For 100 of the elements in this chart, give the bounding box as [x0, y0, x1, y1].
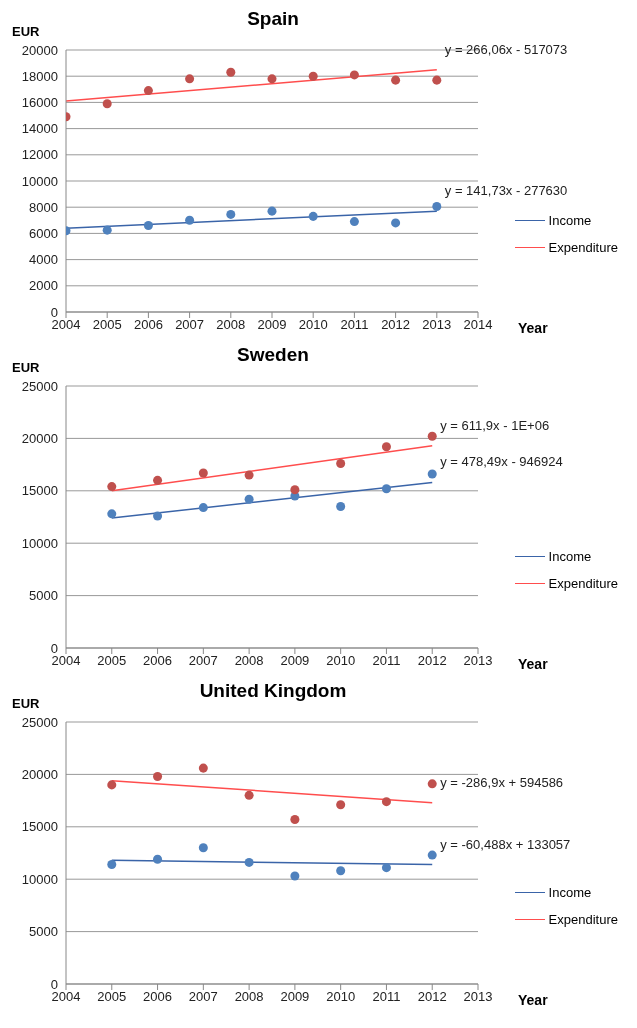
- point: [107, 860, 117, 870]
- point: [226, 67, 236, 77]
- point: [427, 779, 437, 789]
- chart-title: Sweden: [237, 344, 309, 365]
- chart-title: United Kingdom: [199, 680, 347, 701]
- x-tick-label: 2008: [234, 653, 264, 669]
- x-tick-label: 2005: [97, 989, 127, 1005]
- x-tick-label: 2011: [340, 317, 369, 333]
- y-tick-label: 2000: [29, 278, 58, 294]
- point: [267, 74, 277, 84]
- point: [107, 780, 117, 790]
- legend-label: Expenditure: [548, 576, 618, 591]
- x-tick-label: 2013: [463, 653, 493, 669]
- y-tick-label: 15000: [21, 819, 58, 835]
- point: [427, 431, 437, 441]
- y-tick-label: 5000: [29, 924, 58, 940]
- y-tick-label: 0: [50, 640, 58, 656]
- y-axis-title: EUR: [12, 696, 40, 711]
- point: [153, 475, 163, 485]
- point: [336, 800, 346, 810]
- y-tick-label: 12000: [21, 147, 58, 163]
- point: [198, 468, 208, 478]
- point: [143, 86, 153, 96]
- point: [102, 99, 112, 109]
- y-tick-label: 14000: [21, 121, 58, 137]
- point: [198, 843, 208, 853]
- point: [290, 485, 300, 495]
- point: [185, 74, 195, 84]
- x-tick-label: 2006: [143, 653, 173, 669]
- y-tick-label: 6000: [29, 226, 58, 242]
- annotation: y = 478,49x - 946924: [440, 454, 563, 470]
- x-tick-label: 2011: [372, 989, 401, 1005]
- point: [427, 850, 437, 860]
- x-tick-label: 2009: [280, 653, 310, 669]
- x-tick-label: 2009: [280, 989, 310, 1005]
- y-tick-label: 25000: [21, 714, 58, 730]
- point: [290, 871, 300, 881]
- x-tick-label: 2004: [51, 989, 81, 1005]
- x-tick-label: 2013: [422, 317, 452, 333]
- x-tick-label: 2008: [234, 989, 264, 1005]
- point: [391, 218, 401, 228]
- point: [244, 470, 254, 480]
- point: [107, 509, 117, 519]
- x-tick-label: 2006: [133, 317, 163, 333]
- point: [336, 866, 346, 876]
- y-tick-label: 20000: [21, 767, 58, 783]
- y-tick-label: 18000: [21, 68, 58, 84]
- point: [143, 221, 153, 231]
- legend-label: Expenditure: [548, 912, 618, 927]
- y-tick-label: 5000: [29, 588, 58, 604]
- y-axis-title: EUR: [12, 360, 40, 375]
- point: [432, 202, 442, 212]
- y-tick-label: 4000: [29, 252, 58, 268]
- point: [381, 863, 391, 873]
- x-tick-label: 2006: [143, 989, 173, 1005]
- y-tick-label: 16000: [21, 95, 58, 111]
- point: [336, 459, 346, 469]
- point: [336, 502, 346, 512]
- y-tick-label: 10000: [21, 173, 58, 189]
- y-tick-label: 0: [50, 304, 58, 320]
- x-tick-label: 2007: [175, 317, 205, 333]
- y-tick-label: 8000: [29, 199, 58, 215]
- y-tick-label: 20000: [21, 431, 58, 447]
- legend-label: Expenditure: [548, 240, 618, 255]
- y-tick-label: 15000: [21, 483, 58, 499]
- x-tick-label: 2008: [216, 317, 246, 333]
- point: [198, 503, 208, 513]
- x-tick-label: 2010: [298, 317, 328, 333]
- x-tick-label: 2012: [417, 653, 447, 669]
- x-tick-label: 2012: [381, 317, 411, 333]
- point: [432, 75, 442, 85]
- point: [267, 206, 277, 216]
- point: [244, 790, 254, 800]
- x-tick-label: 2007: [188, 653, 218, 669]
- x-tick-label: 2010: [326, 989, 356, 1005]
- x-tick-label: 2012: [417, 989, 447, 1005]
- point: [349, 217, 359, 227]
- x-axis-title: Year: [518, 656, 548, 672]
- x-tick-label: 2007: [188, 989, 218, 1005]
- annotation: y = 611,9x - 1E+06: [440, 417, 550, 433]
- point: [381, 797, 391, 807]
- y-axis-title: EUR: [12, 24, 40, 39]
- point: [308, 211, 318, 221]
- point: [244, 857, 254, 867]
- point: [427, 469, 437, 479]
- point: [244, 494, 254, 504]
- x-tick-label: 2010: [326, 653, 356, 669]
- x-tick-label: 2009: [257, 317, 287, 333]
- legend-label: Income: [548, 549, 592, 564]
- legend-label: Income: [548, 213, 592, 228]
- x-axis-title: Year: [518, 320, 548, 336]
- point: [349, 70, 359, 80]
- point: [290, 814, 300, 824]
- x-tick-label: 2014: [463, 317, 493, 333]
- annotation: y = 266,06x - 517073: [444, 41, 568, 57]
- point: [381, 442, 391, 452]
- y-tick-label: 10000: [21, 871, 58, 887]
- point: [153, 854, 163, 864]
- x-tick-label: 2013: [463, 989, 493, 1005]
- point: [185, 215, 195, 225]
